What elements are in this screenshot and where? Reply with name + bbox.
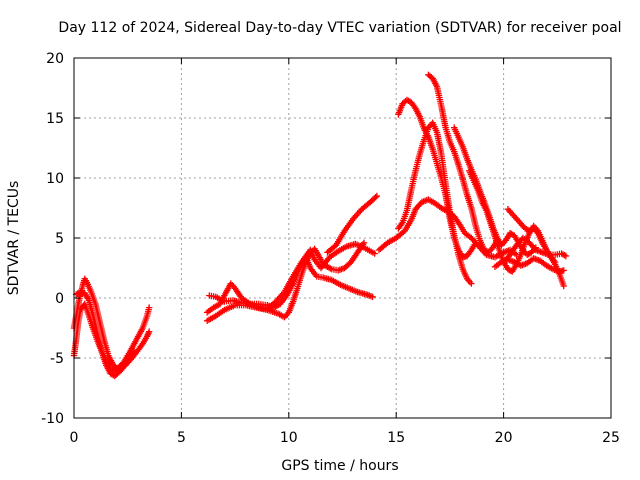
data-point — [561, 252, 568, 259]
series-track-f — [206, 240, 378, 312]
data-point — [369, 293, 376, 300]
y-tick-label: -10 — [41, 411, 64, 427]
y-axis-label: SDTVAR / TECUs — [6, 181, 22, 296]
data-point — [373, 192, 381, 200]
data-point — [271, 299, 278, 306]
data-point — [371, 250, 378, 257]
series-track-c — [72, 288, 138, 380]
x-tick-label: 0 — [70, 430, 79, 446]
data-point — [562, 252, 570, 260]
chart-title: Day 112 of 2024, Sidereal Day-to-day VTE… — [58, 20, 621, 36]
data-point — [372, 194, 379, 201]
x-tick-label: 25 — [602, 430, 620, 446]
y-tick-label: 20 — [46, 51, 64, 67]
series-track-h — [375, 196, 520, 261]
data-point — [130, 347, 138, 354]
data-point — [483, 248, 491, 255]
data-point — [560, 267, 567, 274]
x-tick-label: 20 — [495, 430, 513, 446]
data-point — [145, 328, 153, 335]
series-track-j — [395, 96, 479, 261]
y-tick-label: 15 — [46, 111, 64, 127]
axis-ticks — [73, 57, 612, 419]
data-point — [145, 304, 153, 311]
series-track-g — [324, 192, 381, 256]
series-track-o — [500, 234, 570, 266]
x-axis-label: GPS time / hours — [281, 458, 398, 474]
x-tick-label: 5 — [177, 430, 186, 446]
data-point — [327, 265, 334, 272]
y-tick-label: 0 — [55, 291, 64, 307]
y-tick-label: 10 — [46, 171, 64, 187]
series-track-k — [425, 71, 501, 256]
series-track-d — [203, 239, 368, 324]
data-points — [70, 71, 570, 380]
tick-labels: 0 5 10 15 20 25 -10 -5 0 5 10 15 20 — [41, 51, 620, 446]
data-point — [468, 280, 475, 287]
y-tick-label: -5 — [50, 351, 64, 367]
data-point — [560, 282, 567, 290]
y-tick-label: 5 — [55, 231, 64, 247]
x-tick-label: 15 — [387, 430, 405, 446]
series-track-p — [491, 255, 567, 275]
data-point — [529, 226, 536, 233]
x-tick-label: 10 — [280, 430, 298, 446]
